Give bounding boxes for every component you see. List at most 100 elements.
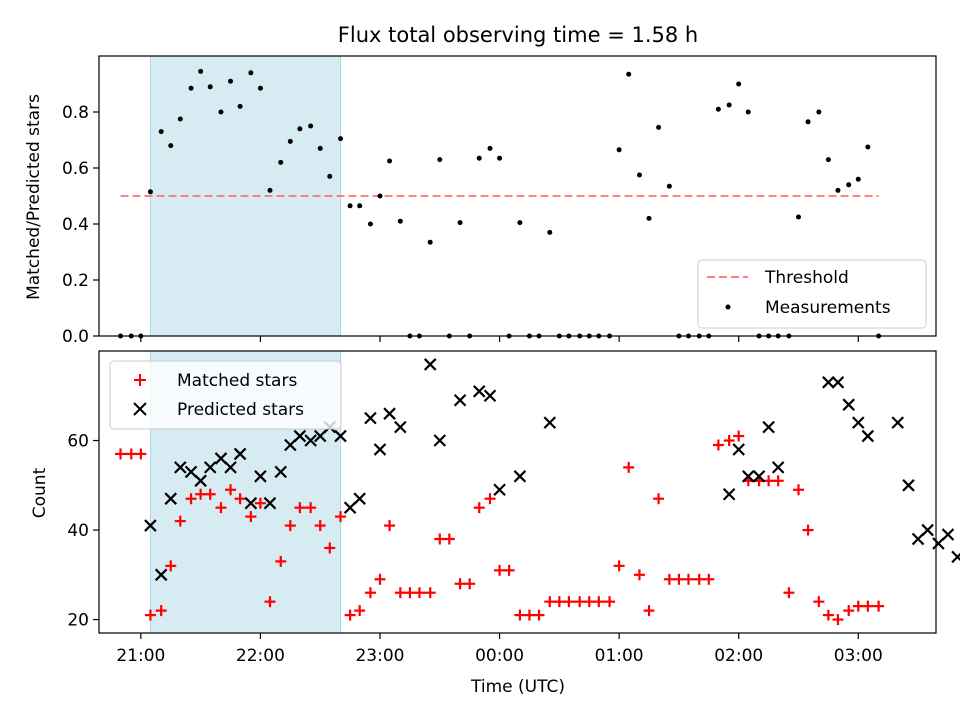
predicted-legend-swatch [133, 402, 147, 416]
predicted-star-point [911, 532, 925, 546]
measurement-point [666, 183, 672, 189]
predicted-star-point [762, 420, 775, 434]
matched-star-point [484, 493, 496, 505]
predicted-star-stroke [284, 438, 297, 452]
matched-star-point [225, 484, 237, 496]
predicted-star-point [941, 528, 955, 541]
predicted-star-stroke [472, 385, 486, 398]
predicted-star-stroke [771, 461, 785, 474]
matched-star-point [583, 596, 595, 608]
matched-star-point [374, 573, 386, 585]
predicted-star-point [453, 393, 467, 407]
x-axis-label: Time (UTC) [470, 677, 565, 697]
bottom-y-ticks: 20 40 60 [67, 432, 99, 631]
top-axes-frame [98, 55, 937, 337]
predicted-star-point [493, 483, 506, 497]
matched-star-point [553, 596, 565, 608]
predicted-star-stroke [233, 447, 247, 461]
predicted-star-stroke [842, 398, 855, 411]
predicted-star-point [433, 434, 447, 447]
predicted-star-stroke [932, 537, 945, 550]
matched-star-point [195, 488, 207, 500]
predicted-star-stroke [364, 411, 377, 425]
predicted-star-stroke [752, 470, 766, 483]
predicted-star-point [932, 537, 945, 550]
matched-star-point [673, 573, 685, 585]
count-panel: 20 40 60 21:00 22:00 23:00 00:00 01:00 02:00 03:… [30, 350, 960, 697]
predicted-star-stroke [144, 519, 157, 532]
matched-star-point [792, 484, 804, 496]
measurement-point [825, 157, 831, 163]
measurement-point [168, 143, 174, 149]
matched-star-point [682, 573, 694, 585]
x-tick-label: 00:00 [475, 646, 524, 666]
measurement-point [616, 147, 622, 153]
predicted-star-stroke [224, 461, 237, 474]
matched-star-point [284, 520, 296, 532]
measurement-point [287, 138, 293, 144]
matched-star-point [464, 578, 476, 590]
bottom-y-tick-label: 60 [67, 432, 89, 452]
matched-star-point [822, 609, 834, 621]
predicted-star-point [483, 389, 497, 403]
predicted-star-stroke [941, 528, 955, 541]
predicted-star-point [194, 474, 207, 488]
measurement-point [198, 68, 204, 74]
matched-star-point [215, 502, 227, 514]
predicted-star-stroke [493, 483, 506, 497]
predicted-star-point [513, 470, 527, 483]
measurement-point [736, 81, 742, 87]
matched-star-point [563, 596, 575, 608]
matched-star-point [783, 587, 795, 599]
top-y-tick-label: 0.8 [62, 103, 89, 123]
predicted-star-point [951, 550, 960, 564]
predicted-star-point [293, 429, 307, 443]
predicted-star-point [164, 492, 178, 505]
matched-star-point [155, 605, 167, 617]
bottom-y-tick-label: 40 [67, 521, 89, 541]
predicted-star-stroke [831, 376, 845, 389]
x-tick-label: 21:00 [116, 646, 165, 666]
measurement-point [715, 106, 721, 112]
measurement-point [257, 85, 263, 91]
predicted-star-point [313, 429, 327, 443]
predicted-star-point [852, 416, 865, 429]
predicted-star-stroke [274, 465, 288, 479]
predicted-star-stroke [214, 452, 228, 465]
predicted-star-stroke [891, 416, 905, 429]
bottom-axes-frame [98, 350, 937, 634]
measurement-point [476, 155, 482, 161]
predicted-star-stroke [293, 429, 307, 443]
predicted-star-point [254, 470, 267, 483]
predicted-star-stroke [822, 376, 835, 389]
matched-star-point [424, 587, 436, 599]
matched-star-point [364, 587, 376, 599]
matched-star-point [324, 542, 336, 554]
top-y-tick-label: 0.6 [62, 159, 89, 179]
predicted-star-point [184, 465, 198, 479]
predicted-star-point [831, 376, 845, 389]
top-y-axis-label: Matched/Predicted stars [24, 94, 44, 300]
top-legend-box [697, 259, 927, 329]
matched-star-point [144, 609, 156, 621]
measurement-point [338, 136, 344, 142]
matched-star-point [693, 573, 705, 585]
matched-star-point [443, 533, 455, 545]
predicted-star-stroke [313, 429, 327, 443]
predicted-star-stroke [921, 523, 934, 537]
measurement-point [855, 176, 861, 182]
predicted-star-stroke [423, 358, 437, 371]
predicted-star-stroke [513, 470, 527, 483]
matched-star-point [523, 609, 535, 621]
predicted-star-point [722, 487, 736, 501]
predicted-star-stroke [184, 465, 198, 479]
matched-star-point [314, 520, 326, 532]
predicted-star-point [233, 447, 247, 461]
measurement-point [177, 116, 183, 122]
ratio-panel: 0.00.20.40.60.8 Matched/Predicted stars … [24, 55, 937, 347]
measurement-point [805, 119, 811, 125]
matched-star-point [852, 600, 864, 612]
predicted-legend-label: Predicted stars [177, 400, 304, 420]
measurement-point [816, 109, 822, 115]
